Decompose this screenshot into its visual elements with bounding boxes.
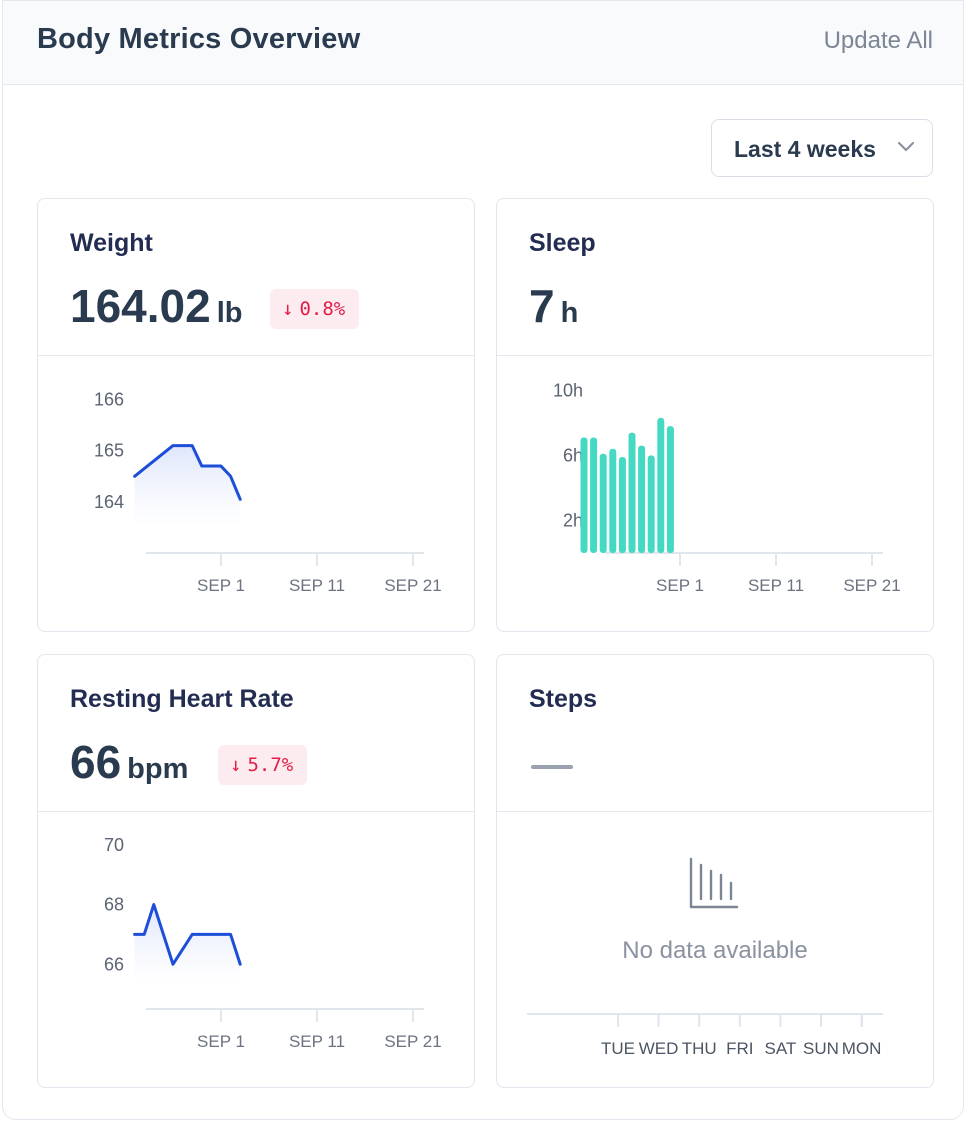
card-divider bbox=[497, 355, 933, 356]
date-range-selected: Last 4 weeks bbox=[734, 136, 876, 162]
metric-number: 66 bbox=[70, 736, 122, 788]
y-tick-label: 10h bbox=[553, 380, 583, 400]
update-all-button[interactable]: Update All bbox=[823, 27, 933, 54]
x-tick-label: MON bbox=[842, 1039, 882, 1058]
y-tick-label: 2h bbox=[563, 510, 583, 530]
y-tick-label: 166 bbox=[94, 390, 124, 410]
series-area bbox=[134, 445, 241, 527]
steps-chart: TUE WED THU FRI SAT SUN MON bbox=[527, 1013, 883, 1058]
x-tick-label: SUN bbox=[803, 1039, 839, 1058]
change-badge: ↓ 5.7% bbox=[218, 745, 308, 785]
no-data-text: No data available bbox=[622, 937, 808, 964]
x-tick-label: WED bbox=[639, 1039, 679, 1058]
change-badge: ↓ 0.8% bbox=[270, 289, 360, 329]
x-tick-label: THU bbox=[682, 1039, 717, 1058]
series-line bbox=[133, 444, 242, 501]
metric-unit: lb bbox=[216, 297, 243, 329]
y-tick-label: 68 bbox=[104, 895, 124, 915]
metric-number: 7 bbox=[529, 280, 555, 332]
arrow-down-icon: ↓ bbox=[230, 754, 242, 776]
weight-card[interactable]: Weight 164.02 lb ↓ 0.8% SEP 1 SEP 11 SEP 21 1… bbox=[37, 198, 475, 632]
y-tick-label: 70 bbox=[104, 835, 124, 855]
card-divider bbox=[38, 355, 474, 356]
sleep-bar bbox=[590, 437, 598, 553]
x-tick-label: SAT bbox=[764, 1039, 796, 1058]
sleep-bar bbox=[609, 448, 617, 553]
card-title: Steps bbox=[529, 685, 598, 713]
x-tick-label: SEP 21 bbox=[384, 1032, 441, 1051]
panel-header: Body Metrics Overview Update All bbox=[3, 1, 963, 85]
metric-number: 164.02 bbox=[70, 280, 211, 332]
series-line bbox=[133, 903, 242, 966]
arrow-down-icon: ↓ bbox=[282, 298, 294, 320]
card-title: Sleep bbox=[529, 229, 596, 257]
x-tick-label: SEP 1 bbox=[197, 576, 245, 595]
sleep-bar bbox=[657, 417, 665, 553]
chevron-down-icon bbox=[897, 141, 915, 152]
sleep-bar bbox=[628, 432, 636, 553]
change-value: 0.8% bbox=[299, 298, 346, 320]
sleep-bar bbox=[638, 445, 646, 553]
x-tick-label: FRI bbox=[726, 1039, 753, 1058]
card-divider bbox=[38, 811, 474, 812]
y-tick-label: 6h bbox=[563, 445, 583, 465]
metric-unit: h bbox=[560, 297, 579, 329]
steps-card[interactable]: Steps No data available TUE WED THU FRI SAT S… bbox=[496, 654, 934, 1088]
heart-rate-card[interactable]: Resting Heart Rate 66 bpm ↓ 5.7% SEP 1 SEP … bbox=[37, 654, 475, 1088]
sleep-bar bbox=[647, 455, 655, 553]
weight-chart: SEP 1 SEP 11 SEP 21 166 165 164 bbox=[94, 390, 442, 595]
x-tick-label: SEP 21 bbox=[843, 576, 900, 595]
sleep-chart: SEP 1 SEP 11 SEP 21 10h 6h 2h bbox=[553, 380, 901, 595]
y-tick-label: 165 bbox=[94, 441, 124, 461]
date-range-select[interactable]: Last 4 weeks bbox=[711, 119, 933, 177]
card-title: Resting Heart Rate bbox=[70, 685, 294, 713]
page-title: Body Metrics Overview bbox=[37, 23, 361, 55]
card-divider bbox=[497, 811, 933, 812]
sleep-bar bbox=[666, 426, 674, 553]
metric-value: 66 bpm bbox=[70, 735, 188, 789]
x-tick-label: SEP 11 bbox=[748, 576, 804, 595]
x-tick-label: TUE bbox=[601, 1039, 635, 1058]
empty-value-dash bbox=[531, 765, 573, 769]
x-tick-label: SEP 11 bbox=[289, 576, 345, 595]
y-tick-label: 164 bbox=[94, 492, 124, 512]
sleep-bar bbox=[580, 437, 588, 553]
x-tick-label: SEP 1 bbox=[197, 1032, 245, 1051]
heart-rate-chart: SEP 1 SEP 11 SEP 21 70 68 66 bbox=[104, 835, 442, 1051]
sleep-bar bbox=[618, 456, 626, 553]
sleep-bar bbox=[599, 453, 607, 553]
bar-chart-icon bbox=[689, 857, 739, 909]
y-tick-label: 66 bbox=[104, 954, 124, 974]
x-tick-label: SEP 1 bbox=[656, 576, 704, 595]
metric-value: 164.02 lb bbox=[70, 279, 242, 333]
x-tick-label: SEP 21 bbox=[384, 576, 441, 595]
x-tick-label: SEP 11 bbox=[289, 1032, 345, 1051]
card-title: Weight bbox=[70, 229, 153, 257]
metric-unit: bpm bbox=[127, 753, 189, 785]
change-value: 5.7% bbox=[247, 754, 294, 776]
